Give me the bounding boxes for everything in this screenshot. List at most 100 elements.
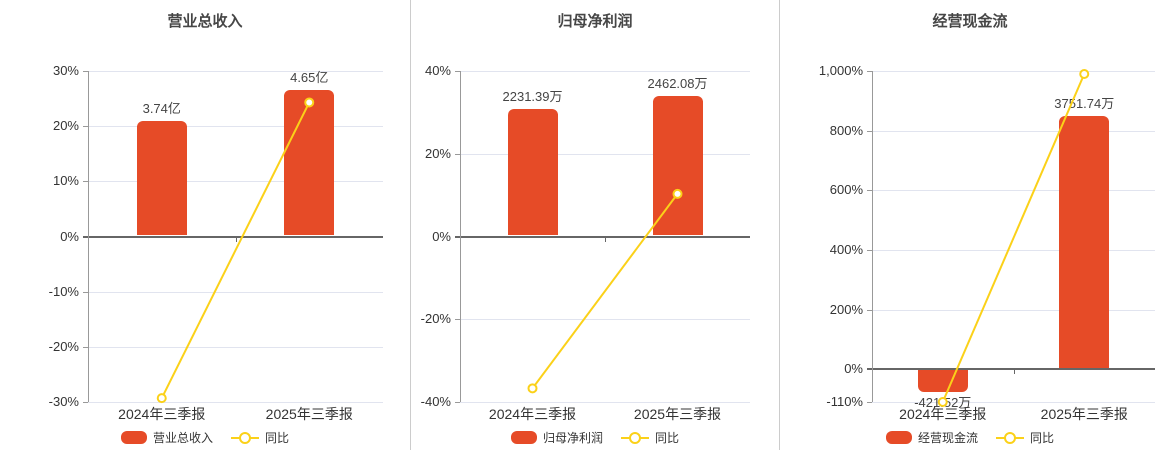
y-tick-label: -110%: [826, 394, 863, 409]
bar[interactable]: [1059, 115, 1110, 369]
bar-value-label: 2462.08万: [647, 75, 708, 91]
yoy-marker[interactable]: [304, 97, 315, 108]
bar[interactable]: [917, 370, 968, 393]
y-tick-label: 200%: [829, 301, 863, 317]
bar-value-label: 2231.39万: [502, 88, 563, 104]
gridline: [460, 153, 750, 155]
bar[interactable]: [136, 120, 187, 236]
yoy-marker[interactable]: [937, 397, 948, 407]
gridline: [872, 71, 1155, 72]
yoy-marker[interactable]: [672, 188, 683, 199]
legend-line-label[interactable]: 同比: [265, 431, 290, 445]
y-axis-tick: [867, 309, 872, 311]
gridline: [872, 130, 1155, 132]
legend: 经营现金流 同比: [780, 429, 1160, 446]
y-tick-label: 30%: [52, 63, 79, 78]
bar[interactable]: [284, 89, 335, 236]
bar-value-label: 3.74亿: [142, 100, 181, 116]
gridline: [460, 402, 750, 403]
x-axis: 2024年三季报 2025年三季报: [460, 405, 750, 425]
yoy-line: [531, 193, 679, 389]
legend-line-label[interactable]: 同比: [655, 431, 680, 445]
legend-line-marker[interactable]: [996, 431, 1024, 444]
legend-bar-swatch[interactable]: [885, 431, 912, 444]
y-tick-label: 40%: [424, 63, 451, 78]
y-axis-tick: [83, 402, 88, 403]
y-tick-label: -20%: [420, 311, 451, 327]
chart-panel-net-profit: 归母净利润 40% 20% 0% -20% -40% 2231.39万 2462.08万 2…: [411, 0, 780, 450]
x-axis-label: 2024年三季报: [118, 406, 206, 422]
legend-line-marker[interactable]: [231, 431, 259, 444]
legend-circle-icon: [239, 431, 251, 444]
x-axis-tick: [235, 237, 237, 242]
yoy-line-layer: [937, 68, 1090, 407]
chart-title: 归母净利润: [557, 13, 633, 30]
y-tick-label: -20%: [48, 338, 79, 354]
yoy-marker[interactable]: [527, 383, 538, 394]
gridline: [872, 402, 1155, 403]
y-axis-tick: [83, 181, 88, 183]
legend-line-label[interactable]: 同比: [1030, 431, 1055, 445]
y-tick-label: 0%: [60, 228, 79, 244]
y-axis-line: [460, 71, 461, 402]
y-axis-line: [88, 71, 89, 402]
x-axis-label: 2025年三季报: [1040, 406, 1128, 422]
x-axis-label: 2025年三季报: [633, 406, 722, 422]
yoy-line: [160, 101, 311, 399]
y-axis-tick: [455, 402, 460, 403]
gridline: [872, 249, 1155, 251]
yoy-line-layer: [156, 97, 315, 404]
y-tick-label: 0%: [432, 228, 451, 244]
x-axis-label: 2024年三季报: [488, 406, 577, 422]
legend-circle-icon: [629, 431, 641, 444]
legend-bar-label[interactable]: 经营现金流: [917, 431, 978, 445]
zero-axis-line: [872, 368, 1155, 371]
y-axis-tick: [455, 235, 460, 238]
yoy-marker[interactable]: [1079, 68, 1090, 79]
y-tick-label: -40%: [420, 394, 451, 409]
y-axis-tick: [83, 71, 88, 72]
legend-bar-swatch[interactable]: [120, 431, 147, 444]
gridline: [88, 126, 383, 128]
chart-title: 营业总收入: [167, 13, 243, 30]
x-axis: 2024年三季报 2025年三季报: [872, 405, 1155, 425]
zero-axis-line: [88, 235, 383, 238]
y-tick-label: -10%: [48, 283, 79, 299]
bar[interactable]: [652, 95, 703, 236]
y-axis-tick: [83, 126, 88, 128]
y-axis-tick: [83, 235, 88, 238]
yoy-marker[interactable]: [156, 393, 167, 404]
gridline: [88, 402, 383, 403]
gridline: [88, 181, 383, 183]
y-tick-label: 800%: [829, 122, 863, 138]
plot-area: 30% 20% 10% 0% -10% -20% -30% 3.74亿 4.65亿: [49, 63, 383, 409]
bar[interactable]: [507, 108, 558, 236]
y-axis-tick: [867, 249, 872, 251]
legend: 营业总收入 同比: [0, 429, 410, 446]
legend-bar-label[interactable]: 归母净利润: [542, 431, 603, 445]
x-axis: 2024年三季报 2025年三季报: [88, 405, 383, 425]
x-axis-tick: [1013, 370, 1015, 375]
y-tick-label: 20%: [52, 118, 79, 134]
legend-line-marker[interactable]: [621, 431, 649, 444]
legend-circle-icon: [1004, 431, 1016, 444]
y-axis-line: [872, 71, 873, 402]
plot-area: 1,000%800%600%400%200%0%-110%-421.52万375…: [819, 63, 1155, 410]
chart-title: 经营现金流: [932, 13, 1008, 30]
y-tick-label: 600%: [829, 182, 863, 198]
y-axis-tick: [867, 130, 872, 132]
x-axis-label: 2025年三季报: [265, 406, 353, 422]
yoy-line-layer: [527, 188, 683, 394]
y-axis-tick: [867, 368, 872, 371]
x-axis-label: 2024年三季报: [899, 406, 987, 422]
y-axis-tick: [455, 319, 460, 321]
gridline: [88, 291, 383, 293]
y-tick-label: 0%: [844, 361, 863, 377]
gridline: [460, 319, 750, 321]
legend-bar-swatch[interactable]: [510, 431, 537, 444]
chart-panel-revenue: 营业总收入 30% 20% 10% 0% -10% -20% -30% 3.74亿 4.65亿 …: [0, 0, 411, 450]
legend-bar-label[interactable]: 营业总收入: [152, 431, 213, 445]
y-tick-label: -30%: [48, 394, 79, 409]
chart-panel-operating-cash-flow: 经营现金流 1,000%800%600%400%200%0%-110%-421.…: [780, 0, 1160, 450]
